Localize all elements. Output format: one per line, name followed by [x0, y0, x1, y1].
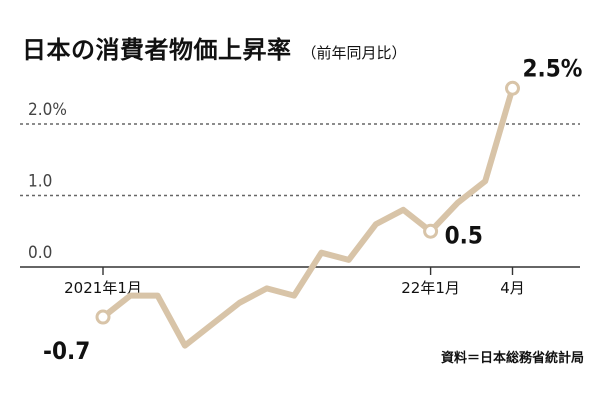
data-point: [401, 207, 406, 212]
data-label: 0.5: [445, 221, 483, 249]
series-line: [100, 85, 516, 349]
data-point: [128, 293, 133, 298]
x-tick-label: 22年1月: [401, 279, 460, 297]
y-tick-label: 1.0: [28, 172, 52, 192]
highlight-marker: [95, 309, 111, 325]
data-point: [182, 343, 187, 348]
data-point: [455, 200, 460, 205]
data-point: [346, 257, 351, 262]
y-tick-label: 0.0: [28, 243, 52, 263]
data-point: [210, 322, 215, 327]
x-tick-label: 2021年1月: [64, 279, 142, 297]
highlight-marker: [423, 223, 439, 239]
data-label: -0.7: [43, 337, 90, 365]
data-point: [374, 222, 379, 227]
data-point: [155, 293, 160, 298]
x-tick-label: 4月: [500, 279, 525, 297]
data-point: [319, 250, 324, 255]
y-tick-label: 2.0%: [28, 100, 67, 120]
data-point: [237, 300, 242, 305]
chart-subtitle: （前年同月比）: [301, 44, 407, 62]
chart-title: 日本の消費者物価上昇率: [22, 36, 292, 64]
source-note: 資料＝日本総務省統計局: [440, 351, 584, 366]
highlight-marker: [505, 80, 520, 96]
data-point: [483, 179, 488, 184]
data-point: [264, 286, 269, 291]
data-point: [292, 293, 297, 298]
data-label: 2.5%: [523, 54, 583, 82]
title-row: 日本の消費者物価上昇率 （前年同月比）: [22, 30, 407, 65]
